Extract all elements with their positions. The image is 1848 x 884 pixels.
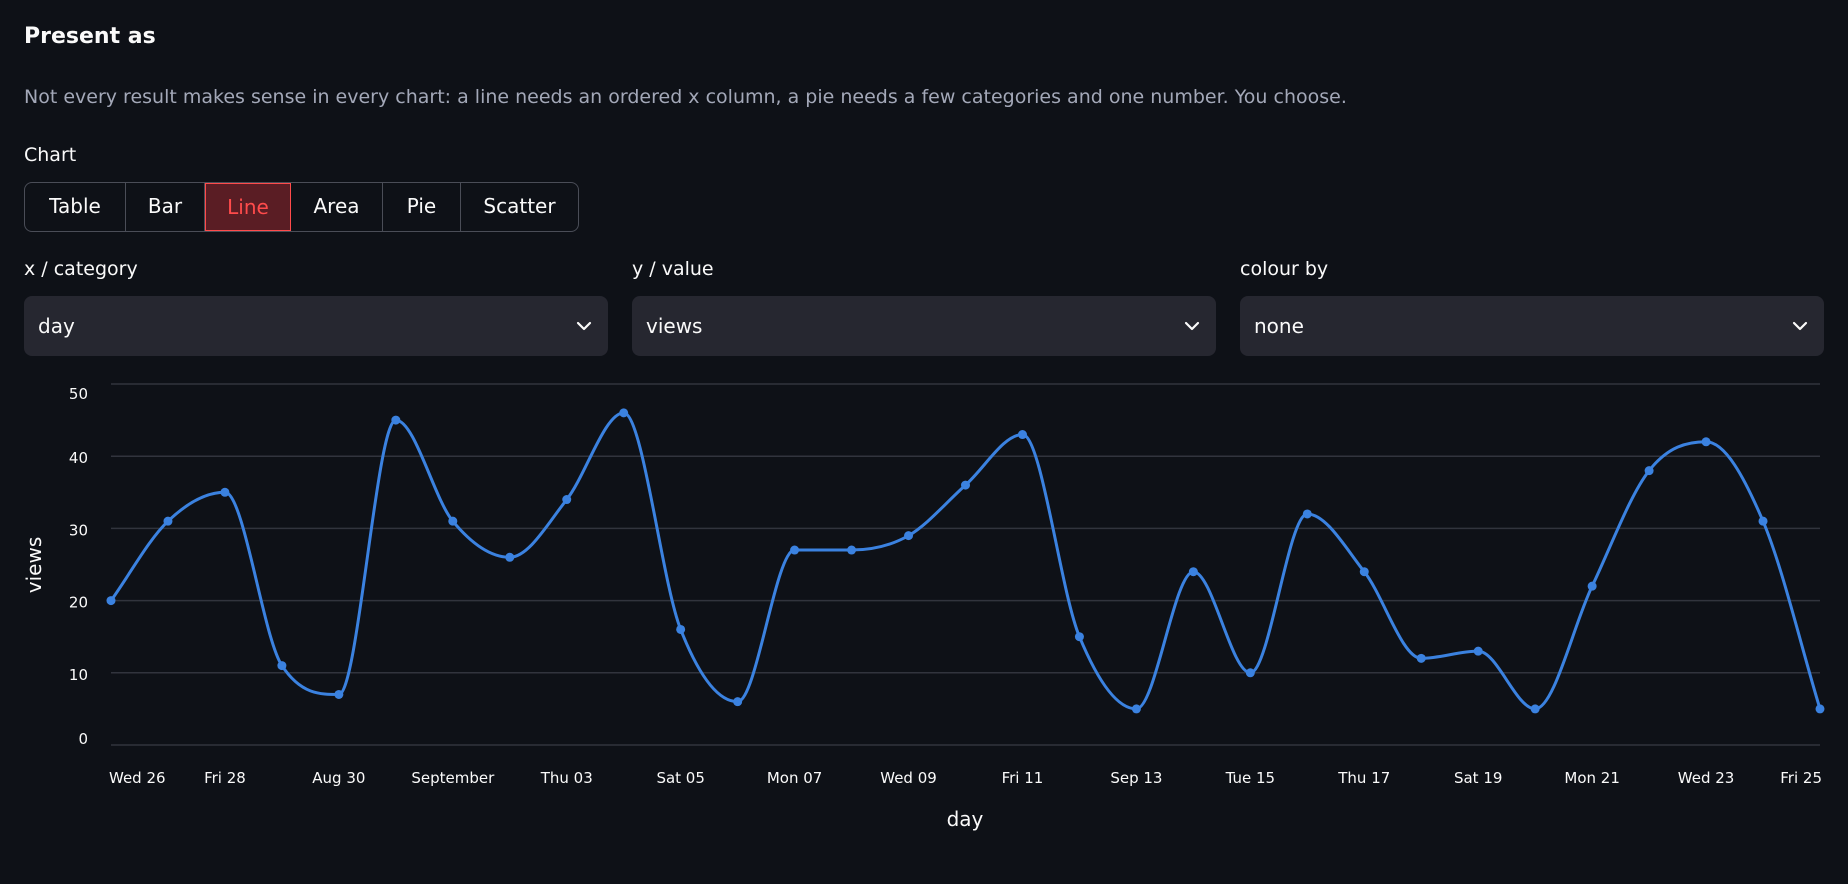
- data-point: [562, 495, 572, 505]
- x-select-label: x / category: [24, 258, 138, 280]
- colour-select-value: none: [1254, 314, 1304, 338]
- chart-type-table-button[interactable]: Table: [25, 183, 126, 231]
- data-point: [1530, 704, 1540, 714]
- y-tick-label: 20: [69, 594, 88, 612]
- data-point: [220, 487, 230, 497]
- y-tick-label: 40: [69, 449, 88, 467]
- x-tick-label: Sep 13: [1110, 769, 1162, 787]
- data-point: [1245, 668, 1255, 678]
- chart-type-scatter-button[interactable]: Scatter: [483, 194, 556, 218]
- data-point: [1416, 653, 1426, 663]
- y-axis-title: views: [22, 537, 46, 593]
- data-point: [1758, 516, 1768, 526]
- data-point: [1473, 646, 1483, 656]
- data-point: [1701, 437, 1711, 447]
- colour-select-label: colour by: [1240, 258, 1329, 280]
- colour-by-select[interactable]: none: [1240, 296, 1824, 356]
- x-select-value: day: [38, 314, 75, 338]
- x-tick-label: Mon 07: [767, 769, 822, 787]
- chevron-down-icon: [1184, 321, 1200, 331]
- x-tick-label: Fri 28: [204, 769, 246, 787]
- y-select-value: views: [646, 314, 703, 338]
- data-point: [334, 689, 344, 699]
- x-tick-label: September: [411, 769, 495, 787]
- data-point: [391, 415, 401, 425]
- x-tick-label: Sat 19: [1454, 769, 1502, 787]
- x-tick-label: Wed 26: [109, 769, 166, 787]
- chevron-down-icon: [1792, 321, 1808, 331]
- data-point: [1587, 581, 1597, 591]
- data-point: [1074, 632, 1084, 642]
- data-point: [619, 408, 629, 418]
- x-tick-label: Mon 21: [1564, 769, 1619, 787]
- data-point: [961, 480, 970, 490]
- data-point: [676, 624, 686, 634]
- chart-type-pie-button[interactable]: Pie: [383, 183, 461, 231]
- x-tick-label: Tue 15: [1225, 769, 1275, 787]
- y-value-select[interactable]: views: [632, 296, 1216, 356]
- data-point: [106, 596, 116, 606]
- chart-type-selector: Table Bar Line Area Pie Scatter: [24, 182, 579, 232]
- x-tick-label: Wed 23: [1678, 769, 1735, 787]
- x-tick-label: Sat 05: [656, 769, 704, 787]
- data-point: [163, 516, 173, 526]
- page-title: Present as: [24, 24, 156, 49]
- data-point: [733, 697, 743, 707]
- y-tick-label: 0: [78, 730, 88, 748]
- x-tick-label: Thu 03: [540, 769, 593, 787]
- data-point: [1131, 704, 1141, 714]
- series-line: [109, 411, 1822, 711]
- x-category-select[interactable]: day: [24, 296, 608, 356]
- data-point: [1302, 509, 1312, 519]
- chart-type-label: Chart: [24, 144, 77, 166]
- data-point: [904, 531, 914, 541]
- data-point: [1188, 567, 1198, 577]
- chart-type-bar-button[interactable]: Bar: [126, 183, 205, 231]
- data-point: [505, 552, 515, 562]
- data-point: [1359, 567, 1369, 577]
- y-tick-label: 10: [69, 666, 88, 684]
- data-point: [277, 661, 287, 671]
- chart-type-area-button[interactable]: Area: [291, 183, 383, 231]
- data-point: [790, 545, 800, 555]
- chart-type-line-button[interactable]: Line: [205, 183, 291, 231]
- y-select-label: y / value: [632, 258, 714, 280]
- description-text: Not every result makes sense in every ch…: [24, 86, 1347, 108]
- x-axis-title: day: [947, 807, 984, 831]
- data-point: [448, 516, 458, 526]
- chevron-down-icon: [576, 321, 592, 331]
- data-point: [1644, 466, 1654, 476]
- x-tick-label: Fri 11: [1002, 769, 1044, 787]
- data-point: [847, 545, 857, 555]
- data-point: [1815, 704, 1825, 714]
- x-tick-label: Wed 09: [880, 769, 937, 787]
- x-tick-label: Aug 30: [312, 769, 365, 787]
- x-tick-label: Thu 17: [1337, 769, 1390, 787]
- data-point: [1017, 430, 1027, 440]
- y-tick-label: 30: [69, 521, 88, 539]
- y-tick-label: 50: [69, 385, 88, 403]
- x-tick-label: Fri 25: [1780, 769, 1822, 787]
